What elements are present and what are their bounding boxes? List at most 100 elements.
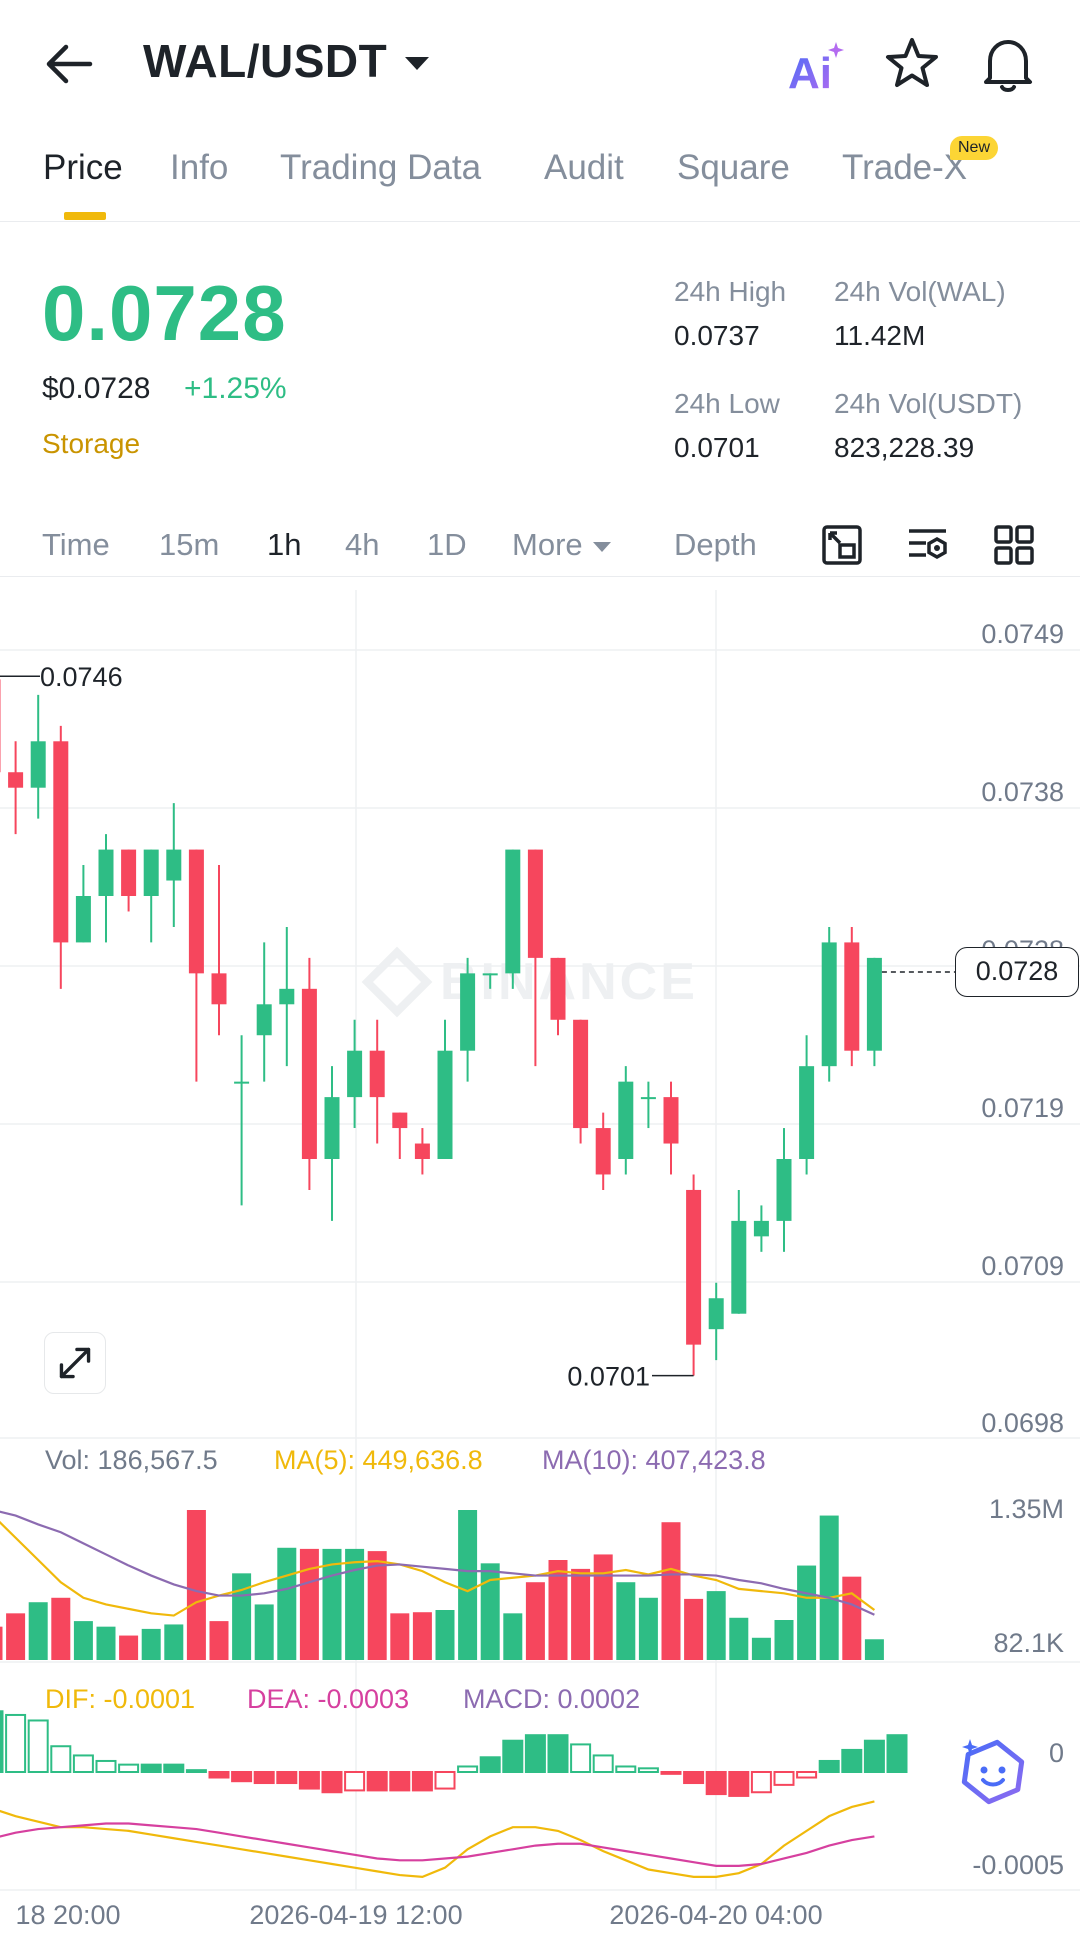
macd-histogram-bar	[95, 1759, 117, 1773]
assistant-bot-icon[interactable]	[958, 1736, 1028, 1806]
grid-layout-icon[interactable]	[992, 523, 1036, 567]
vol-base-value: 11.42M	[834, 320, 926, 351]
time-axis-label: 2026-04-19 12:00	[249, 1900, 462, 1930]
candle-body	[188, 849, 204, 974]
volume-bar	[299, 1548, 319, 1660]
macd-histogram-bar	[570, 1743, 592, 1774]
interval-1d[interactable]: 1D	[427, 527, 467, 562]
low-24h-label: 24h Low	[674, 388, 780, 419]
interval-4h[interactable]: 4h	[345, 527, 380, 562]
vol-ma10-legend: MA(10): 407,423.8	[542, 1445, 766, 1475]
bell-icon[interactable]	[980, 34, 1036, 94]
volume-bar	[209, 1621, 229, 1660]
macd-histogram-bar	[163, 1763, 185, 1774]
candle-body	[753, 1220, 769, 1237]
candle-body	[414, 1143, 430, 1159]
volume-bar	[480, 1563, 500, 1660]
caret-down-icon	[592, 541, 611, 552]
caret-down-icon	[405, 56, 430, 70]
tab-price[interactable]: Price	[43, 148, 123, 187]
candle-body	[279, 988, 295, 1005]
more-label: More	[512, 527, 583, 562]
star-icon[interactable]	[884, 36, 940, 92]
volume-axis-label: 1.35M	[989, 1494, 1064, 1524]
vol-quote-value: 823,228.39	[834, 432, 975, 463]
macd-dea-line	[0, 1822, 875, 1867]
svg-text:Ai: Ai	[788, 49, 832, 94]
indicator-settings-icon[interactable]	[906, 523, 950, 567]
volume-bar	[119, 1635, 139, 1660]
price-usd: $0.0728	[42, 372, 151, 405]
depth-tab[interactable]: Depth	[674, 527, 757, 562]
fullscreen-chart-icon[interactable]	[820, 523, 864, 567]
interval-more[interactable]: More	[512, 527, 611, 563]
volume-bar	[638, 1597, 658, 1660]
candle-body	[686, 1189, 702, 1345]
macd-histogram-bar	[298, 1771, 320, 1790]
macd-histogram-bar	[886, 1734, 908, 1773]
last-price: 0.0728	[42, 269, 287, 357]
macd-histogram-bar	[660, 1771, 682, 1775]
candle-body	[324, 1097, 340, 1159]
macd-histogram-bar	[547, 1734, 569, 1773]
macd-histogram-bar	[705, 1771, 727, 1796]
candle-body	[98, 849, 114, 896]
dea-legend: DEA: -0.0003	[247, 1684, 410, 1714]
macd-histogram-bar	[208, 1771, 230, 1779]
current-price-label: 0.0728	[955, 947, 1079, 997]
macd-histogram-bar	[434, 1771, 456, 1790]
candle-body	[8, 772, 24, 788]
candle-body	[799, 1066, 815, 1159]
volume-bar	[864, 1639, 884, 1660]
candle-body	[640, 1097, 656, 1100]
pair-selector[interactable]: WAL/USDT	[143, 34, 430, 88]
price-axis-label: 0.0709	[981, 1251, 1064, 1281]
back-arrow-icon[interactable]	[44, 42, 94, 86]
macd-histogram-bar	[321, 1771, 343, 1794]
interval-time[interactable]: Time	[42, 527, 110, 562]
macd-histogram-bar	[389, 1771, 411, 1792]
top-bar: WAL/USDT Ai	[0, 0, 1080, 130]
candle-body	[708, 1298, 724, 1330]
interval-1h[interactable]: 1h	[267, 527, 302, 562]
volume-bar	[164, 1624, 184, 1660]
ai-icon[interactable]: Ai	[786, 38, 846, 94]
volume-bar	[435, 1610, 455, 1660]
expand-chart-icon[interactable]	[44, 1332, 106, 1394]
tab-audit[interactable]: Audit	[544, 148, 624, 187]
macd-histogram-bar	[637, 1767, 659, 1773]
volume-bar	[51, 1597, 71, 1660]
volume-bar	[73, 1621, 93, 1660]
binance-watermark: BINANCE	[361, 946, 698, 1018]
candle-body	[663, 1097, 679, 1144]
macd-histogram-bar	[863, 1739, 885, 1773]
active-tab-indicator	[64, 212, 106, 220]
category-tag[interactable]: Storage	[42, 428, 141, 459]
price-axis-label: 0.0738	[981, 777, 1064, 807]
candle-body	[75, 896, 91, 943]
new-badge: New	[950, 136, 999, 160]
candle-body	[0, 679, 1, 773]
tab-trading-data[interactable]: Trading Data	[280, 148, 482, 187]
tab-info[interactable]: Info	[170, 148, 229, 187]
time-axis-label: 18 20:00	[15, 1900, 120, 1930]
candle-body	[143, 849, 159, 896]
volume-bar	[503, 1613, 523, 1660]
tab-square[interactable]: Square	[677, 148, 790, 187]
interval-15m[interactable]: 15m	[159, 527, 220, 562]
candle-body	[30, 741, 46, 788]
candle-body	[53, 741, 69, 943]
candle-body	[731, 1220, 747, 1314]
macd-histogram-bar	[185, 1769, 207, 1774]
volume-bar	[593, 1554, 613, 1660]
macd-histogram-bar	[276, 1771, 298, 1785]
macd-histogram-bar	[457, 1765, 479, 1773]
volume-bar	[6, 1613, 26, 1660]
macd-legend: MACD: 0.0002	[463, 1684, 641, 1714]
candle-body	[234, 1081, 250, 1084]
kline-chart[interactable]: 0.0749 0.0738 0.0728 0.0719 0.0709 0.0698 0.0…	[0, 580, 1080, 1936]
interval-bar: Time 15m 1h 4h 1D More Depth	[0, 515, 1080, 577]
tab-trade-x[interactable]: Trade-X	[842, 148, 968, 187]
volume-bar	[277, 1547, 297, 1660]
macd-histogram-bar	[502, 1739, 524, 1773]
